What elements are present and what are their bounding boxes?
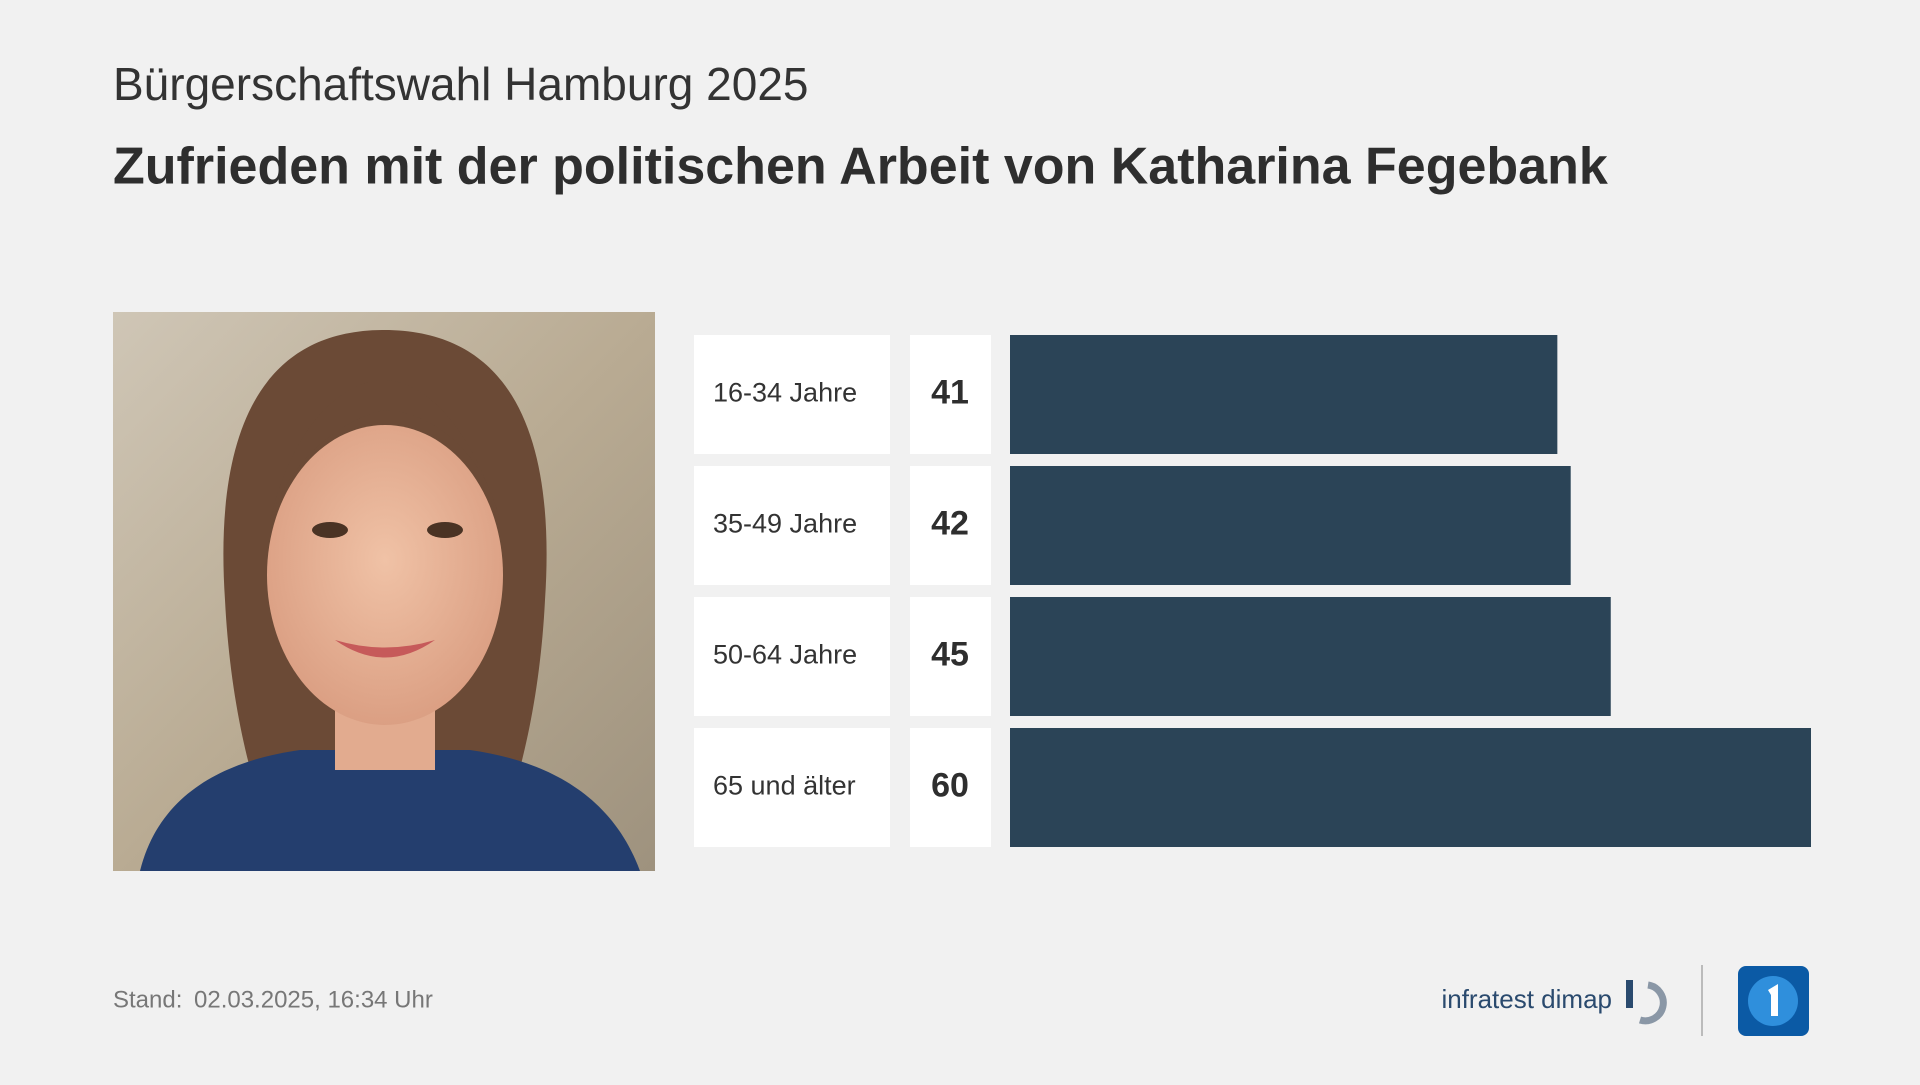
category-box: [694, 466, 890, 585]
category-label: 50-64 Jahre: [713, 640, 857, 670]
category-box: [694, 728, 890, 847]
chart-subtitle: Bürgerschaftswahl Hamburg 2025: [113, 58, 808, 110]
footer-label: Stand:: [113, 986, 182, 1013]
bar: [1010, 466, 1571, 585]
chart-title: Zufrieden mit der politischen Arbeit von…: [113, 138, 1608, 196]
value-box: [910, 597, 991, 716]
category-label: 65 und älter: [713, 771, 856, 801]
portrait-photo: [113, 312, 655, 871]
value-label: 42: [931, 504, 969, 542]
bar: [1010, 597, 1611, 716]
value-label: 60: [931, 766, 969, 804]
footer-date: 02.03.2025, 16:34 Uhr: [194, 986, 433, 1013]
value-box: [910, 466, 991, 585]
category-label: 16-34 Jahre: [713, 378, 857, 408]
category-box: [694, 597, 890, 716]
value-box: [910, 335, 991, 454]
bar: [1010, 335, 1558, 454]
value-label: 45: [931, 635, 969, 673]
category-box: [694, 335, 890, 454]
source-logo-icon: [1626, 980, 1667, 1025]
ard-logo: [1738, 966, 1809, 1036]
category-label: 35-49 Jahre: [713, 509, 857, 539]
value-label: 41: [931, 373, 969, 411]
source-logo-text: infratest dimap: [1441, 984, 1612, 1014]
bar: [1010, 728, 1811, 847]
value-box: [910, 728, 991, 847]
